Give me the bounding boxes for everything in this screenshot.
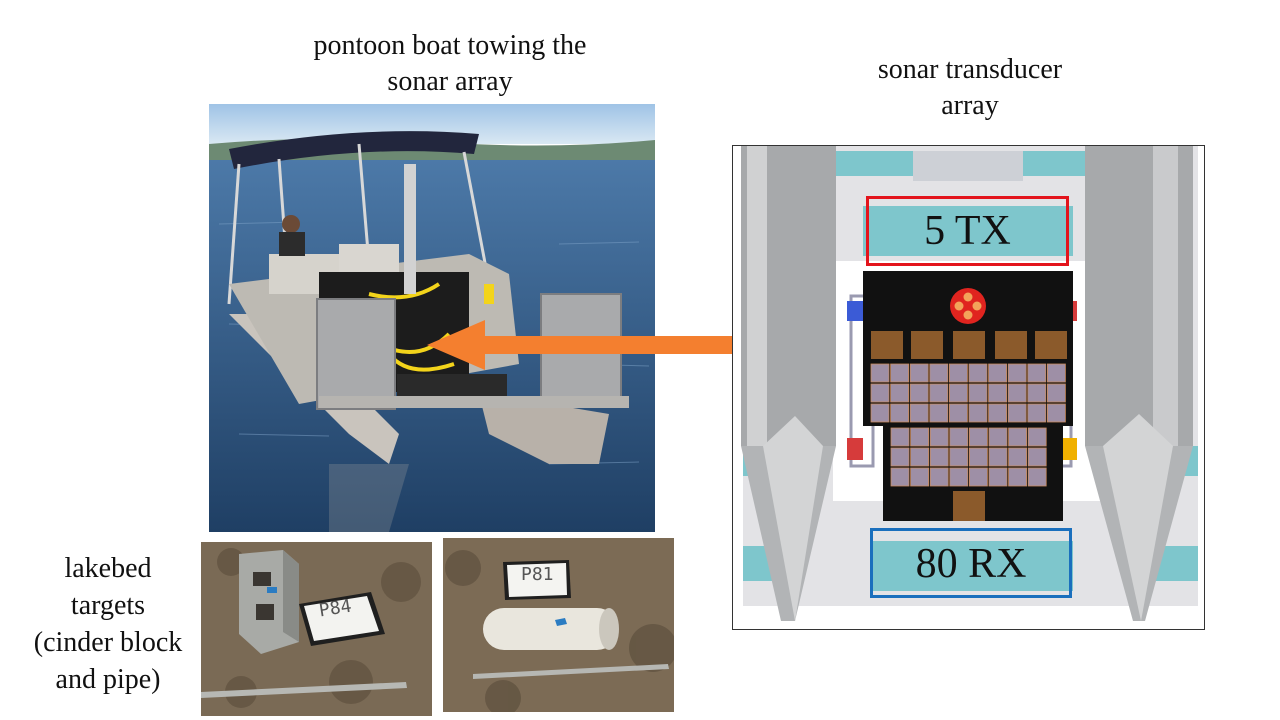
receiver-element — [1007, 363, 1027, 383]
receiver-element — [1008, 447, 1028, 467]
receiver-element — [988, 467, 1008, 487]
receiver-element — [949, 467, 969, 487]
rx-box — [870, 528, 1072, 598]
receiver-element — [929, 447, 949, 467]
array-caption-line1: sonar transducer — [877, 54, 1063, 85]
receiver-element — [909, 363, 929, 383]
receiver-element — [929, 467, 949, 487]
receiver-element — [1046, 363, 1066, 383]
receiver-element — [910, 447, 930, 467]
receiver-element — [890, 363, 910, 383]
receiver-element — [929, 427, 949, 447]
boat-caption-line1: pontoon boat towing the — [313, 30, 587, 61]
array-caption: sonar transducer array — [820, 52, 1120, 124]
receiver-element — [870, 383, 890, 403]
pontoon-boat-photo — [209, 104, 655, 532]
targets-caption-line2: targets — [70, 590, 146, 621]
receiver-element — [929, 383, 949, 403]
receiver-element — [949, 447, 969, 467]
targets-caption: lakebed targets (cinder block and pipe) — [8, 550, 208, 698]
receiver-element — [1046, 403, 1066, 423]
rx-label: 80 RX — [915, 541, 1027, 587]
receiver-element — [948, 383, 968, 403]
targets-caption-line4: and pipe) — [55, 664, 161, 695]
receiver-element — [988, 363, 1008, 383]
receiver-element — [890, 403, 910, 423]
receiver-element — [968, 467, 988, 487]
receiver-element — [1027, 427, 1047, 447]
receiver-element — [1007, 403, 1027, 423]
cinder-block-photo: P84 — [201, 542, 432, 716]
pipe-photo: P81 — [443, 538, 674, 712]
boat-caption: pontoon boat towing the sonar array — [250, 28, 650, 100]
tx-label: 5 TX — [924, 208, 1011, 254]
receiver-element — [1008, 467, 1028, 487]
array-caption-line2: array — [941, 90, 999, 121]
receiver-element — [1027, 447, 1047, 467]
tx-box — [866, 196, 1069, 266]
receiver-element — [1027, 467, 1047, 487]
receiver-element — [890, 447, 910, 467]
receiver-element — [909, 403, 929, 423]
receiver-element — [910, 427, 930, 447]
receiver-element — [968, 363, 988, 383]
receiver-element — [910, 467, 930, 487]
receiver-element — [1027, 363, 1047, 383]
receiver-element — [890, 383, 910, 403]
receiver-element — [870, 403, 890, 423]
receiver-element — [988, 403, 1008, 423]
receiver-element — [968, 447, 988, 467]
receiver-element — [968, 427, 988, 447]
pipe-tag-text: P81 — [521, 564, 554, 585]
receiver-element — [929, 403, 949, 423]
receiver-element — [968, 403, 988, 423]
receiver-element — [988, 447, 1008, 467]
receiver-element — [870, 363, 890, 383]
targets-caption-line3: (cinder block — [33, 627, 183, 658]
receiver-element — [968, 383, 988, 403]
receiver-element — [890, 467, 910, 487]
receiver-grid — [870, 363, 1066, 487]
receiver-element — [988, 383, 1008, 403]
targets-caption-line1: lakebed — [64, 553, 152, 584]
receiver-element — [949, 427, 969, 447]
receiver-element — [988, 427, 1008, 447]
boat-caption-line2: sonar array — [387, 66, 513, 97]
sonar-array-diagram — [732, 145, 1205, 630]
receiver-element — [948, 403, 968, 423]
receiver-element — [1027, 403, 1047, 423]
receiver-element — [890, 427, 910, 447]
receiver-element — [1007, 383, 1027, 403]
receiver-element — [929, 363, 949, 383]
receiver-element — [909, 383, 929, 403]
receiver-element — [1027, 383, 1047, 403]
receiver-element — [948, 363, 968, 383]
receiver-element — [1008, 427, 1028, 447]
receiver-element — [1046, 383, 1066, 403]
